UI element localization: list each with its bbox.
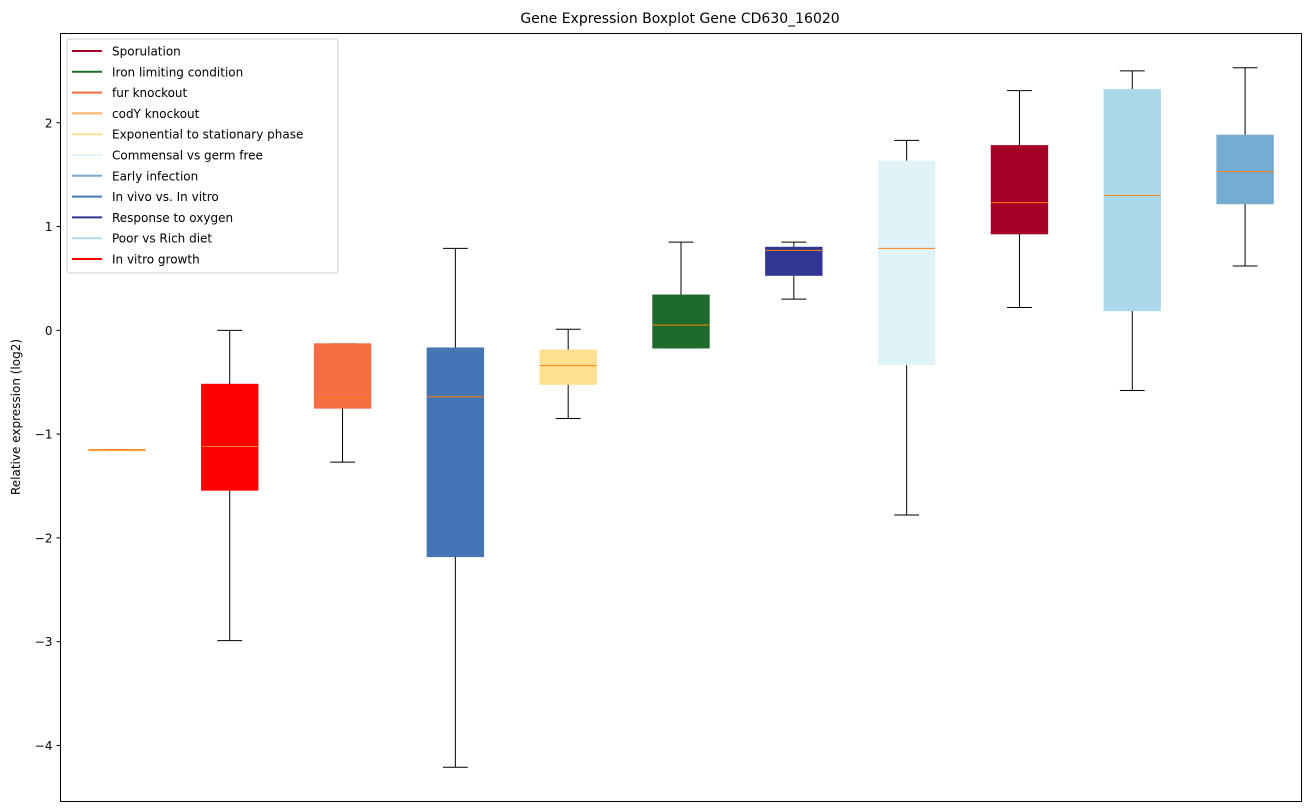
box-iqr [877, 160, 936, 366]
box-sporulation [990, 90, 1049, 308]
box-iqr [313, 343, 372, 409]
legend-label: Response to oxygen [112, 211, 233, 225]
box-exponential-to-stationary-phase [539, 328, 597, 420]
legend-label: Exponential to stationary phase [112, 128, 303, 142]
y-tick-label: −3 [35, 635, 53, 649]
legend-label: Commensal vs germ free [112, 149, 263, 163]
boxes-group [88, 67, 1274, 768]
box-in-vitro-growth [201, 329, 259, 642]
box-early-infection [1216, 67, 1274, 267]
legend-label: fur knockout [112, 86, 188, 100]
box-iqr [990, 145, 1049, 235]
box-iqr [201, 383, 259, 491]
y-tick-label: −2 [35, 531, 53, 545]
chart-title: Gene Expression Boxplot Gene CD630_16020 [520, 11, 839, 27]
box-fur-knockout [313, 343, 372, 463]
y-tick-label: −1 [35, 428, 53, 442]
legend-label: Sporulation [112, 45, 181, 59]
legend-frame [66, 38, 339, 274]
box-iqr [652, 294, 710, 349]
box-iqr [539, 349, 597, 385]
y-tick-label: 2 [45, 116, 53, 130]
legend-label: Poor vs Rich diet [112, 232, 212, 246]
box-iron-limiting-condition [652, 241, 710, 349]
plot-frame [60, 33, 1302, 802]
y-axis-label: Relative expression (log2) [9, 339, 23, 495]
legend-label: Iron limiting condition [112, 65, 243, 79]
legend-label: In vivo vs. In vitro [112, 190, 219, 204]
legend-label: Early infection [112, 169, 198, 183]
box-in-vivo-vs-in-vitro [426, 247, 485, 768]
legend: Sporulation Iron limiting condition fur kn… [66, 38, 339, 274]
legend-label: In vitro growth [112, 253, 200, 267]
box-iqr [765, 246, 823, 276]
y-tick-label: 1 [45, 220, 53, 234]
box-iqr [1216, 134, 1274, 205]
box-cody-knockout [88, 449, 146, 452]
box-response-to-oxygen [765, 241, 823, 300]
box-poor-vs-rich-diet [1103, 70, 1161, 392]
legend-label: codY knockout [112, 107, 200, 121]
y-tick-label: −4 [35, 739, 53, 753]
y-axis-ticks: −4 −3 −2 −1 0 1 2 [35, 116, 61, 753]
y-tick-label: 0 [45, 324, 53, 338]
box-iqr [1103, 89, 1161, 312]
box-iqr [426, 347, 485, 558]
box-commensal-vs-germ-free [877, 139, 936, 516]
